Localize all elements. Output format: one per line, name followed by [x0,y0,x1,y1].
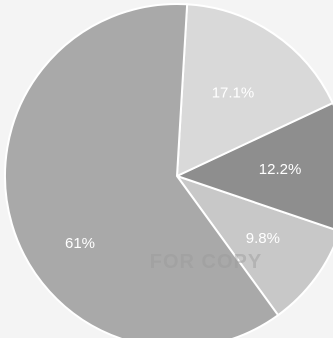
pie-slice-label: 12.2% [259,161,302,178]
pie-slice [174,174,333,317]
pie-slice [175,3,333,178]
pie-slice [4,3,280,338]
pie-slice-label: 17.1% [212,84,255,101]
pie-slices [4,3,333,338]
pie-labels: 9.8% 12.2% 17.1% 61% [65,84,301,252]
pie-slice-label: 9.8% [246,230,280,247]
pie-slice-label: 61% [65,235,95,252]
watermark-text: FOR COPY [150,251,262,273]
pie-slice [174,101,333,231]
